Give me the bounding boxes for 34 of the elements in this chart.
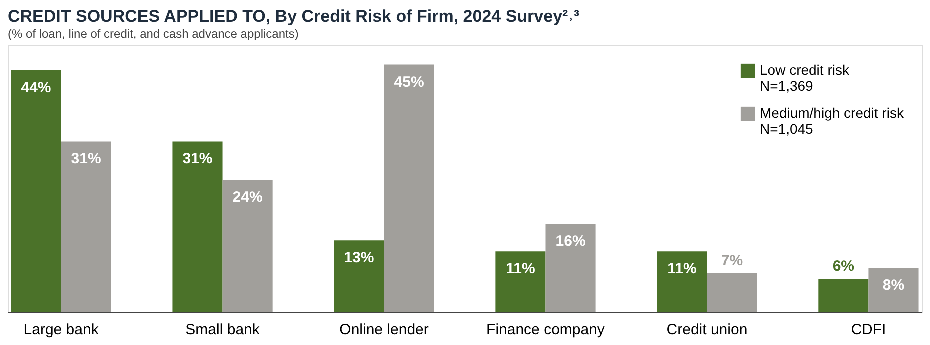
data-label: 11% — [506, 260, 536, 278]
bar — [657, 252, 708, 312]
data-label: 16% — [556, 233, 586, 250]
x-tick-label: CDFI — [851, 322, 886, 338]
data-label: 13% — [344, 250, 374, 267]
bar — [61, 142, 112, 312]
x-tick-label: Finance company — [486, 322, 606, 338]
legend-label: Low credit risk N=1,369 — [760, 62, 850, 94]
data-label: 45% — [394, 74, 424, 91]
legend-label: Medium/high credit risk N=1,045 — [760, 105, 905, 137]
bar — [384, 64, 434, 312]
bar — [546, 224, 596, 312]
x-tick-label: Small bank — [186, 322, 260, 338]
chart-title: CREDIT SOURCES APPLIED TO, By Credit Risk of Firm, 2024 Survey²˒³ — [8, 7, 580, 26]
bar — [818, 279, 869, 312]
data-label: 11% — [668, 260, 697, 278]
bar — [11, 70, 62, 312]
data-label: 24% — [232, 189, 263, 206]
data-label: 31% — [182, 150, 213, 168]
data-label: 6% — [832, 258, 855, 276]
data-label: 44% — [21, 79, 52, 96]
x-tick-label: Large bank — [24, 322, 100, 338]
bar — [334, 240, 384, 312]
x-tick-label: Credit union — [666, 322, 748, 338]
chart-subtitle: (% of loan, line of credit, and cash advance applicants) — [8, 27, 299, 41]
data-label: 31% — [71, 150, 102, 168]
data-label: 7% — [721, 252, 744, 270]
bar — [868, 268, 919, 312]
bar — [222, 180, 273, 312]
x-tick-label: Online lender — [340, 322, 429, 338]
bar — [707, 274, 758, 312]
data-label: 8% — [882, 277, 905, 294]
bar — [172, 142, 223, 312]
bar — [496, 252, 546, 312]
